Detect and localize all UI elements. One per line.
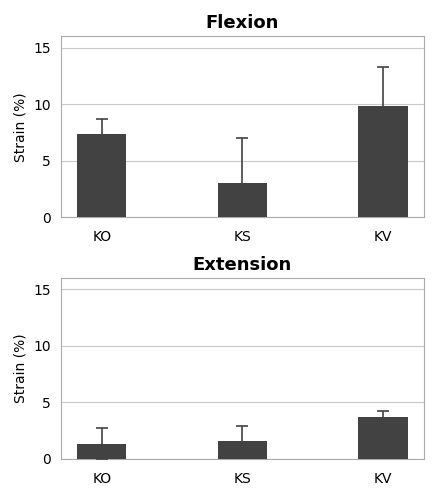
- Bar: [77, 444, 127, 459]
- Title: Extension: Extension: [193, 256, 292, 274]
- Title: Flexion: Flexion: [206, 14, 279, 32]
- Y-axis label: Strain (%): Strain (%): [14, 92, 28, 162]
- Bar: [358, 417, 408, 459]
- Bar: [218, 184, 267, 218]
- Y-axis label: Strain (%): Strain (%): [14, 334, 28, 403]
- Bar: [77, 134, 127, 218]
- Bar: [218, 441, 267, 459]
- Bar: [358, 106, 408, 218]
